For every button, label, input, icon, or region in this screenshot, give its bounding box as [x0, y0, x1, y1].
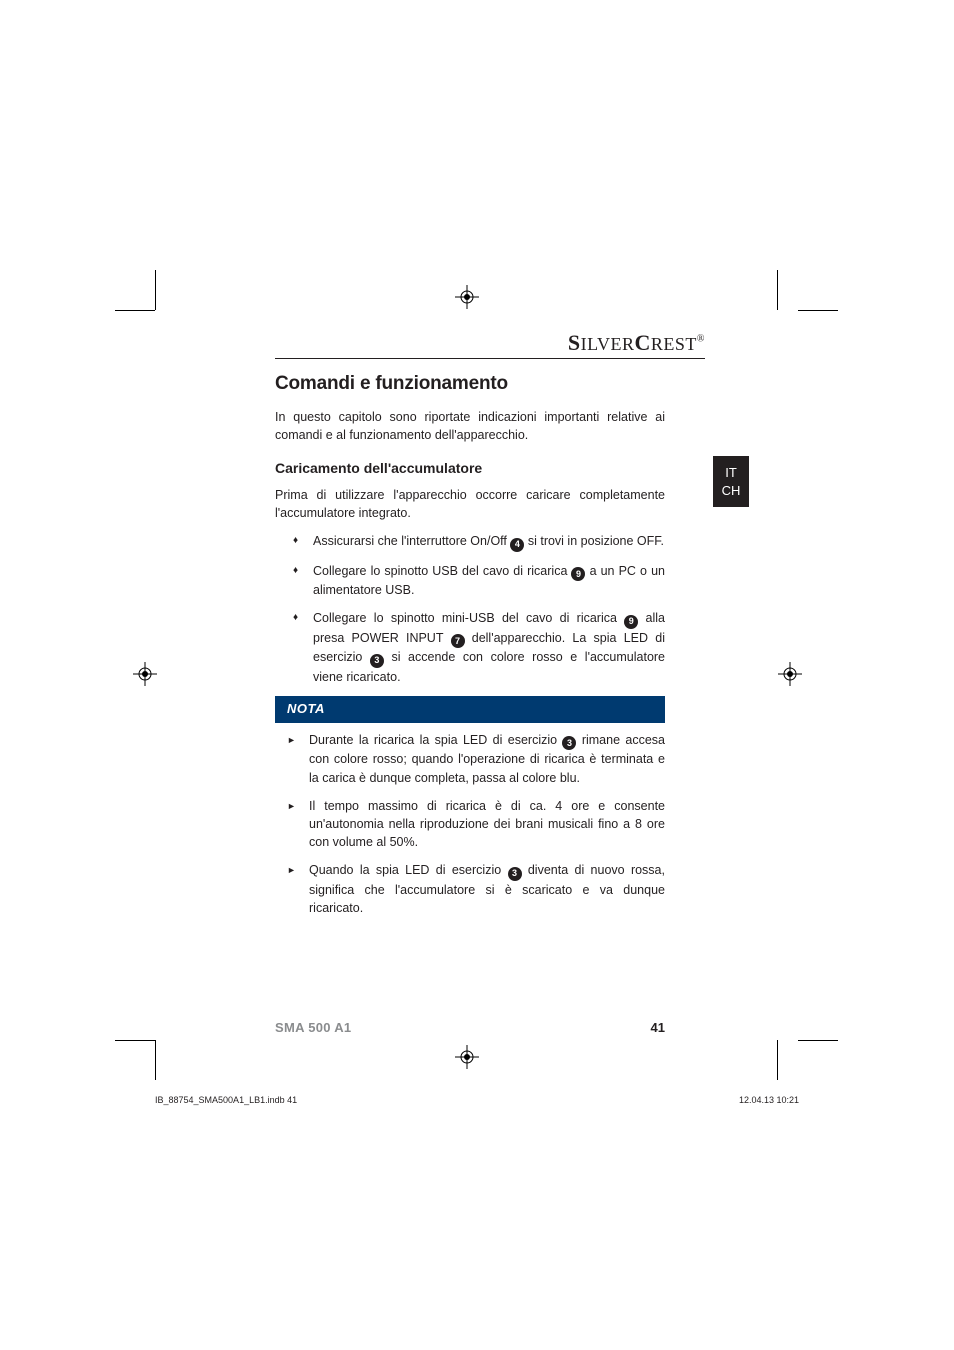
list-item: Durante la ricarica la spia LED di eserc… — [287, 731, 665, 787]
page-number: 41 — [651, 1020, 665, 1035]
language-tab: IT CH — [713, 456, 749, 507]
lang-it: IT — [713, 464, 749, 482]
ref-icon: 9 — [571, 567, 585, 581]
content-area: Comandi e funzionamento In questo capito… — [275, 370, 665, 927]
ref-icon: 9 — [624, 615, 638, 629]
list-item: Collegare lo spinotto mini-USB del cavo … — [275, 609, 665, 686]
lang-ch: CH — [713, 482, 749, 500]
paragraph: Prima di utilizzare l'apparecchio occorr… — [275, 486, 665, 522]
page-footer: SMA 500 A1 41 — [275, 1020, 665, 1035]
list-item: Quando la spia LED di esercizio 3 divent… — [287, 861, 665, 917]
heading-main: Comandi e funzionamento — [275, 370, 665, 398]
note-heading-bar: NOTA — [275, 696, 665, 723]
ref-icon: 3 — [370, 654, 384, 668]
brand-logo: SILVERCREST® — [568, 330, 705, 356]
list-item: Collegare lo spinotto USB del cavo di ri… — [275, 562, 665, 600]
registration-mark-icon — [778, 662, 802, 686]
ref-icon: 7 — [451, 634, 465, 648]
imprint-file: IB_88754_SMA500A1_LB1.indb 41 — [155, 1095, 297, 1105]
list-item: Assicurarsi che l'interruttore On/Off 4 … — [275, 532, 665, 552]
registration-mark-icon — [455, 1045, 479, 1069]
ref-icon: 4 — [510, 538, 524, 552]
list-item: Il tempo massimo di ricarica è di ca. 4 … — [287, 797, 665, 851]
registration-mark-icon — [133, 662, 157, 686]
intro-paragraph: In questo capitolo sono riportate indica… — [275, 408, 665, 444]
ref-icon: 3 — [562, 736, 576, 750]
registration-mark-icon — [455, 285, 479, 309]
imprint-timestamp: 12.04.13 10:21 — [739, 1095, 799, 1105]
note-list: Durante la ricarica la spia LED di eserc… — [287, 731, 665, 917]
model-number: SMA 500 A1 — [275, 1020, 351, 1035]
bullet-list: Assicurarsi che l'interruttore On/Off 4 … — [275, 532, 665, 686]
ref-icon: 3 — [508, 867, 522, 881]
heading-sub: Caricamento dell'accumulatore — [275, 458, 665, 478]
header-rule — [275, 358, 705, 359]
imprint-line: IB_88754_SMA500A1_LB1.indb 41 12.04.13 1… — [155, 1095, 799, 1105]
